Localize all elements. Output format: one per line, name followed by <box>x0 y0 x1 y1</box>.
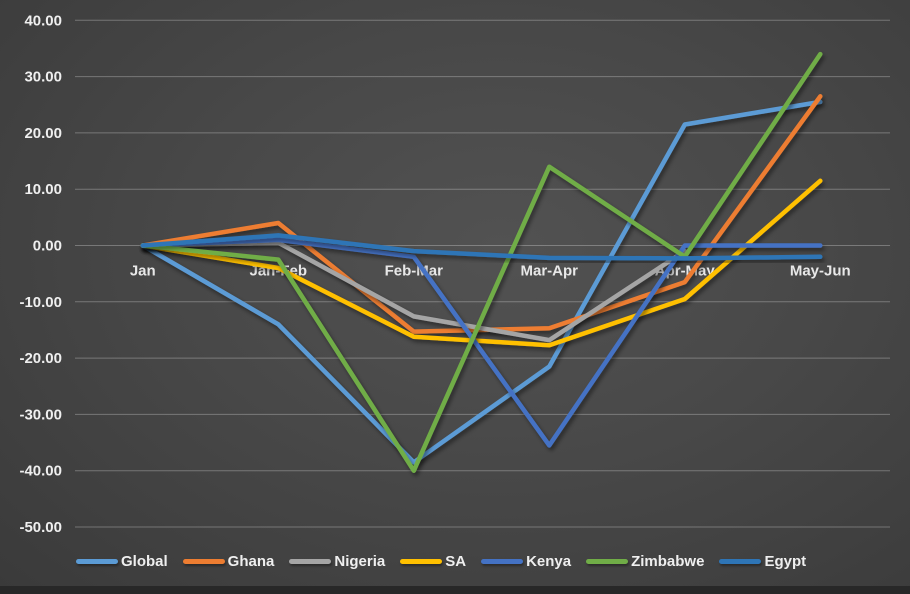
legend-label: Ghana <box>227 553 275 570</box>
series-line-ghana <box>140 94 823 334</box>
series-line-egypt <box>140 233 823 261</box>
x-axis-label: Jan <box>130 263 156 280</box>
legend-swatch-sa <box>400 559 443 564</box>
x-axis-label: May-Jun <box>790 263 851 280</box>
legend-label: Egypt <box>764 553 807 570</box>
legend-label: Global <box>121 553 168 570</box>
y-axis-tick-label: -30.00 <box>19 406 62 423</box>
y-axis-tick-label: 10.00 <box>24 181 62 198</box>
legend-label: Kenya <box>526 553 572 570</box>
legend-item-ghana: Ghana <box>182 553 275 570</box>
x-axis-label: Feb-Mar <box>385 263 444 280</box>
legend-swatch-zimbabwe <box>586 559 629 564</box>
legend-item-zimbabwe: Zimbabwe <box>586 553 704 570</box>
y-axis-tick-label: -20.00 <box>19 350 62 367</box>
bottom-strip <box>0 586 910 594</box>
y-axis-tick-label: -50.00 <box>19 519 62 536</box>
series-lines-layer <box>140 51 823 473</box>
legend-swatch-egypt <box>719 559 762 564</box>
x-axis-labels: Jan Jan-Feb Feb-Mar Mar-Apr Apr-May May-Jun <box>130 263 851 280</box>
legend-label: Zimbabwe <box>631 553 705 570</box>
y-axis-tick-label: 40.00 <box>24 12 62 29</box>
legend-item-global: Global <box>76 553 168 570</box>
legend-label: Nigeria <box>334 553 386 570</box>
legend-item-sa: SA <box>400 553 466 570</box>
legend-item-egypt: Egypt <box>719 553 806 570</box>
legend-swatch-global <box>76 559 118 564</box>
legend-swatch-nigeria <box>289 559 332 564</box>
legend-label: SA <box>445 553 467 570</box>
legend-item-nigeria: Nigeria <box>289 553 385 570</box>
y-axis-tick-label: -10.00 <box>19 294 62 311</box>
series-line-global <box>140 99 823 465</box>
y-axis-tick-label: 20.00 <box>24 125 62 142</box>
legend-item-kenya: Kenya <box>481 553 571 570</box>
series-line-kenya <box>140 237 823 448</box>
series-line-sa <box>140 178 823 348</box>
y-axis-tick-label: 30.00 <box>24 69 62 86</box>
series-line-zimbabwe <box>140 51 823 473</box>
y-axis-labels: 40.00 30.00 20.00 10.00 0.00 -10.00 -20.00 -30.… <box>19 12 62 536</box>
x-axis-label: Mar-Apr <box>520 263 578 280</box>
y-axis-tick-label: 0.00 <box>33 238 62 255</box>
y-axis-tick-label: -40.00 <box>19 463 62 480</box>
legend-swatch-ghana <box>182 559 225 564</box>
gridlines-layer <box>75 19 890 528</box>
legend-swatch-kenya <box>481 559 524 564</box>
legend: Global Ghana Nigeria SA Kenya Zimbabwe Egypt <box>76 553 806 570</box>
